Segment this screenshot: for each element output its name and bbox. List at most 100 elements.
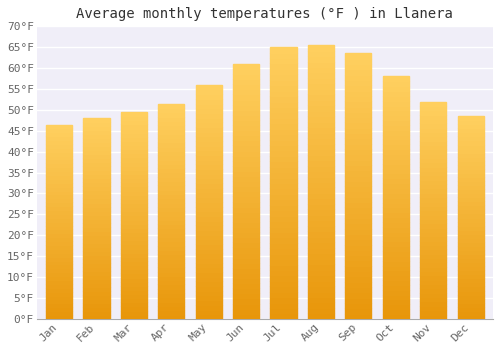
Bar (308, 116, 334, 122)
Bar (420, 132, 446, 136)
Bar (308, 105, 334, 111)
Bar (46, 206, 72, 210)
Bar (84, 130, 110, 134)
Bar (308, 100, 334, 105)
Bar (420, 171, 446, 175)
Bar (458, 197, 483, 201)
Bar (420, 284, 446, 288)
Bar (308, 45, 334, 50)
Bar (346, 149, 372, 154)
Bar (84, 295, 110, 299)
Bar (270, 102, 296, 107)
Bar (121, 153, 147, 158)
Bar (420, 267, 446, 271)
Bar (458, 153, 483, 157)
Bar (420, 136, 446, 141)
Bar (46, 125, 72, 128)
Bar (233, 207, 260, 212)
Bar (84, 211, 110, 215)
Bar (233, 196, 260, 202)
Bar (382, 76, 409, 319)
Bar (458, 124, 483, 128)
Bar (233, 202, 260, 207)
Bar (382, 173, 409, 178)
Bar (233, 135, 260, 140)
Bar (121, 207, 147, 211)
Bar (270, 216, 296, 221)
Bar (84, 178, 110, 182)
Bar (458, 177, 483, 181)
Bar (46, 307, 72, 311)
Bar (46, 144, 72, 148)
Bar (233, 171, 260, 176)
Bar (458, 145, 483, 149)
Bar (158, 104, 184, 319)
Bar (308, 220, 334, 226)
Bar (233, 130, 260, 135)
Bar (346, 69, 372, 75)
Bar (420, 106, 446, 110)
Bar (84, 187, 110, 190)
Bar (382, 76, 409, 81)
Bar (346, 191, 372, 197)
Bar (196, 258, 222, 263)
Bar (46, 311, 72, 315)
Bar (233, 110, 260, 115)
Bar (84, 239, 110, 243)
Bar (270, 281, 296, 286)
Bar (346, 128, 372, 133)
Bar (308, 193, 334, 198)
Bar (458, 307, 483, 311)
Bar (46, 292, 72, 295)
Bar (233, 227, 260, 232)
Bar (346, 229, 372, 234)
Bar (308, 275, 334, 281)
Bar (270, 156, 296, 161)
Bar (196, 253, 222, 258)
Bar (46, 226, 72, 230)
Bar (158, 160, 184, 164)
Bar (458, 299, 483, 303)
Bar (158, 142, 184, 147)
Bar (420, 315, 446, 319)
Bar (46, 249, 72, 253)
Bar (270, 188, 296, 194)
Bar (196, 295, 222, 300)
Bar (420, 197, 446, 202)
Bar (46, 167, 72, 171)
Bar (158, 229, 184, 233)
Bar (84, 154, 110, 158)
Bar (121, 187, 147, 191)
Bar (420, 158, 446, 162)
Bar (121, 236, 147, 240)
Bar (458, 181, 483, 185)
Bar (84, 198, 110, 203)
Bar (196, 90, 222, 94)
Bar (121, 232, 147, 236)
Bar (346, 64, 372, 69)
Bar (458, 266, 483, 270)
Bar (121, 170, 147, 174)
Bar (196, 146, 222, 150)
Bar (158, 155, 184, 160)
Bar (46, 128, 72, 132)
Bar (270, 63, 296, 69)
Bar (46, 303, 72, 307)
Bar (308, 50, 334, 56)
Bar (46, 265, 72, 268)
Bar (233, 150, 260, 156)
Bar (158, 190, 184, 194)
Bar (233, 309, 260, 314)
Bar (420, 162, 446, 167)
Bar (308, 149, 334, 155)
Bar (382, 140, 409, 144)
Bar (233, 217, 260, 222)
Bar (158, 168, 184, 173)
Bar (420, 254, 446, 258)
Bar (158, 276, 184, 280)
Bar (196, 291, 222, 295)
Bar (308, 198, 334, 204)
Bar (121, 219, 147, 224)
Bar (233, 120, 260, 125)
Bar (270, 140, 296, 145)
